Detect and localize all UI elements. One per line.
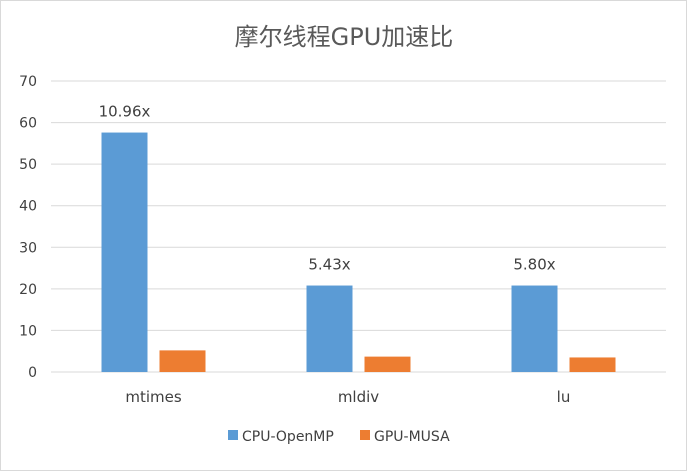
legend-swatch-gpu-musa [360,430,370,440]
y-tick-label: 40 [19,199,37,215]
legend-label: GPU-MUSA [374,429,450,445]
data-labels: 10.96x 5.43x 5.80x [99,103,556,274]
data-label: 5.43x [308,256,350,274]
x-axis-categories: mtimes mldiv lu [125,388,570,406]
legend-label: CPU-OpenMP [242,429,334,445]
x-category-label: lu [557,388,571,406]
data-label: 10.96x [99,103,151,121]
x-category-label: mldiv [338,388,379,406]
chart-title: 摩尔线程GPU加速比 [235,23,454,51]
y-tick-label: 60 [19,116,37,132]
y-tick-label: 20 [19,282,37,298]
y-tick-label: 10 [19,323,37,339]
legend: CPU-OpenMP GPU-MUSA [228,429,450,445]
data-label: 5.80x [513,256,555,274]
y-tick-label: 0 [28,365,37,381]
bar-cpu-openmp-mldiv [306,285,353,372]
y-tick-label: 30 [19,240,37,256]
gridlines [51,80,666,373]
y-tick-label: 50 [19,157,37,173]
bar-gpu-musa-mldiv [364,356,411,372]
bar-cpu-openmp-lu [511,285,558,372]
y-axis-ticks: 0 10 20 30 40 50 60 70 [19,74,37,381]
x-category-label: mtimes [125,388,182,406]
bar-cpu-openmp-mtimes [101,132,148,372]
legend-swatch-cpu-openmp [228,430,238,440]
y-tick-label: 70 [19,74,37,90]
bar-gpu-musa-lu [569,357,616,372]
bars [101,132,616,372]
bar-gpu-musa-mtimes [159,350,206,372]
